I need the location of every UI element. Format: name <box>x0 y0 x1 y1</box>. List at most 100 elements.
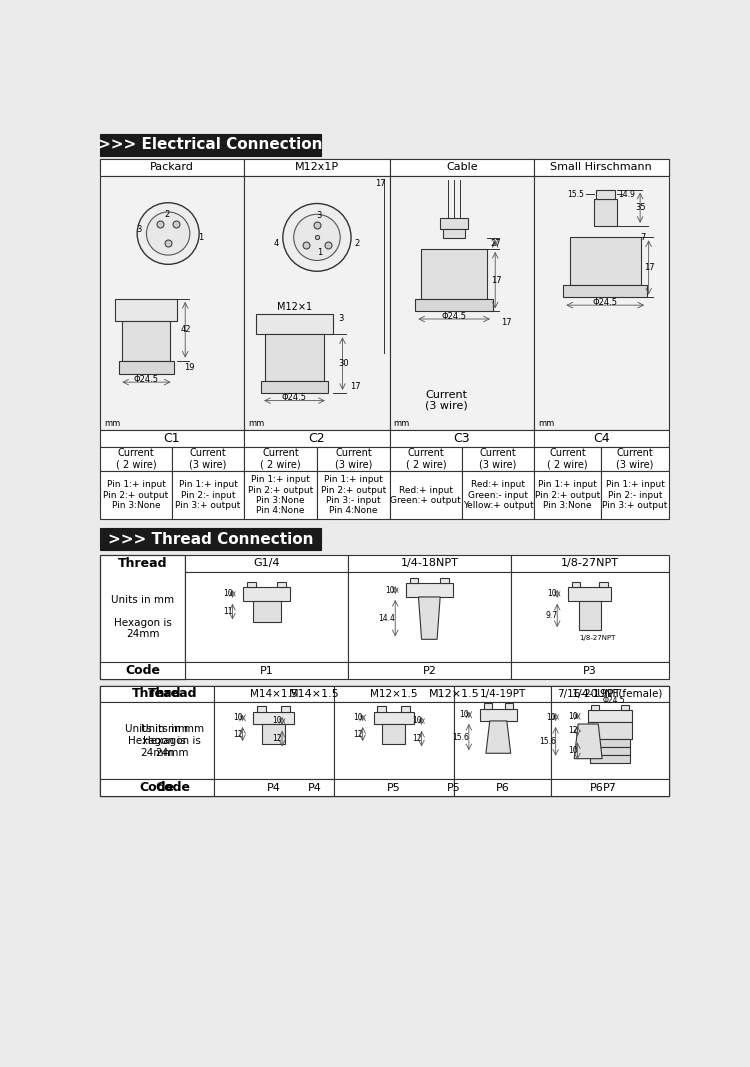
Text: Pin 1:+ input
Pin 2:+ output
Pin 3:None: Pin 1:+ input Pin 2:+ output Pin 3:None <box>535 480 600 510</box>
Bar <box>253 601 280 622</box>
Bar <box>334 780 454 796</box>
Text: 17: 17 <box>375 179 386 188</box>
Bar <box>511 572 669 663</box>
Bar <box>464 708 472 714</box>
Text: 15.5: 15.5 <box>567 190 584 198</box>
Text: Current
( 2 wire): Current ( 2 wire) <box>406 448 446 469</box>
Text: P6: P6 <box>590 783 603 793</box>
Bar <box>116 299 178 320</box>
Text: 1/4-19PT: 1/4-19PT <box>572 689 621 699</box>
Text: Φ24.5: Φ24.5 <box>602 697 625 705</box>
Text: Small Hirschmann: Small Hirschmann <box>550 162 652 172</box>
Text: Φ24.5: Φ24.5 <box>592 298 618 306</box>
Polygon shape <box>574 724 602 759</box>
Bar <box>572 582 580 587</box>
Text: 17: 17 <box>502 318 512 328</box>
Bar <box>244 430 390 447</box>
Bar <box>244 472 317 520</box>
Text: Thread: Thread <box>148 687 197 701</box>
Text: Units in mm
Hexagon is
24mm: Units in mm Hexagon is 24mm <box>125 724 188 758</box>
Text: Φ24.5: Φ24.5 <box>442 312 466 320</box>
Text: Red:+ input
Green:+ output: Red:+ input Green:+ output <box>391 485 461 505</box>
Bar <box>100 663 185 680</box>
Bar <box>244 159 390 176</box>
Bar <box>100 780 244 796</box>
Bar <box>524 780 669 796</box>
Text: 10: 10 <box>459 711 469 719</box>
Bar <box>377 706 386 712</box>
Text: C2: C2 <box>309 432 326 445</box>
Text: Pin 1:+ input
Pin 2:+ output
Pin 3:- input
Pin 4:None: Pin 1:+ input Pin 2:+ output Pin 3:- inp… <box>321 475 386 515</box>
Text: M12×1.5: M12×1.5 <box>429 689 479 699</box>
Text: P7: P7 <box>603 783 616 793</box>
Bar <box>384 780 524 796</box>
Bar <box>100 430 244 447</box>
Bar <box>281 706 290 712</box>
Bar <box>185 663 348 680</box>
Text: mm: mm <box>394 419 410 428</box>
Bar <box>551 685 669 702</box>
Text: Red:+ input
Green:- input
Yellow:+ output: Red:+ input Green:- input Yellow:+ outpu… <box>463 480 533 510</box>
Bar <box>248 582 256 587</box>
Text: Units in mm
Hexagon is
24mm: Units in mm Hexagon is 24mm <box>141 724 204 758</box>
Bar <box>100 702 214 780</box>
Text: 35: 35 <box>636 203 646 212</box>
Bar <box>416 299 493 312</box>
Text: Code: Code <box>155 781 190 795</box>
Text: M12×1: M12×1 <box>277 302 312 312</box>
Text: 10: 10 <box>223 589 232 599</box>
Text: 7: 7 <box>640 233 646 242</box>
Text: 10: 10 <box>546 713 556 721</box>
Bar <box>590 747 630 754</box>
Bar <box>594 198 616 226</box>
Text: 15.6: 15.6 <box>538 737 556 746</box>
Bar <box>454 702 551 780</box>
Bar <box>462 472 534 520</box>
Text: 1: 1 <box>198 233 203 242</box>
Text: 17: 17 <box>644 262 655 272</box>
Text: Code: Code <box>125 665 160 678</box>
Bar <box>569 237 641 285</box>
Bar <box>244 702 384 780</box>
Text: P3: P3 <box>583 666 597 675</box>
Text: 27: 27 <box>490 239 502 248</box>
Circle shape <box>294 214 340 260</box>
Text: 14.9: 14.9 <box>619 190 635 198</box>
Bar <box>598 705 606 711</box>
Bar <box>324 708 332 714</box>
Bar <box>297 708 305 714</box>
Text: Φ24.5: Φ24.5 <box>282 393 307 402</box>
Bar <box>433 714 476 728</box>
Bar <box>534 430 669 447</box>
Circle shape <box>146 212 190 255</box>
Bar <box>511 663 669 680</box>
Bar <box>100 159 669 176</box>
Text: Current: Current <box>425 391 467 400</box>
Bar <box>621 705 628 711</box>
Bar <box>257 706 265 712</box>
Bar <box>100 685 669 796</box>
Bar <box>384 702 524 780</box>
Text: 12: 12 <box>233 730 242 738</box>
Text: 2: 2 <box>355 239 360 248</box>
Text: 4: 4 <box>274 239 279 248</box>
Bar <box>440 577 448 583</box>
Text: 1/4-19PT: 1/4-19PT <box>479 689 526 699</box>
Text: 3: 3 <box>338 314 344 322</box>
Text: Cable: Cable <box>446 162 478 172</box>
Bar <box>100 472 172 520</box>
Bar <box>596 190 614 198</box>
Text: M12×1.5: M12×1.5 <box>370 689 418 699</box>
Text: 3: 3 <box>136 225 142 234</box>
Bar <box>534 176 669 430</box>
Text: 10: 10 <box>548 589 557 599</box>
Text: C4: C4 <box>593 432 610 445</box>
Text: Current
(3 wire): Current (3 wire) <box>189 448 226 469</box>
Text: Pin 1:+ input
Pin 2:- input
Pin 3:+ output: Pin 1:+ input Pin 2:- input Pin 3:+ outp… <box>602 480 668 510</box>
Text: mm: mm <box>538 419 554 428</box>
Bar <box>348 572 511 663</box>
Bar <box>566 711 610 724</box>
Text: Code: Code <box>140 781 175 795</box>
Text: 10: 10 <box>353 714 363 722</box>
Text: P1: P1 <box>260 666 274 675</box>
